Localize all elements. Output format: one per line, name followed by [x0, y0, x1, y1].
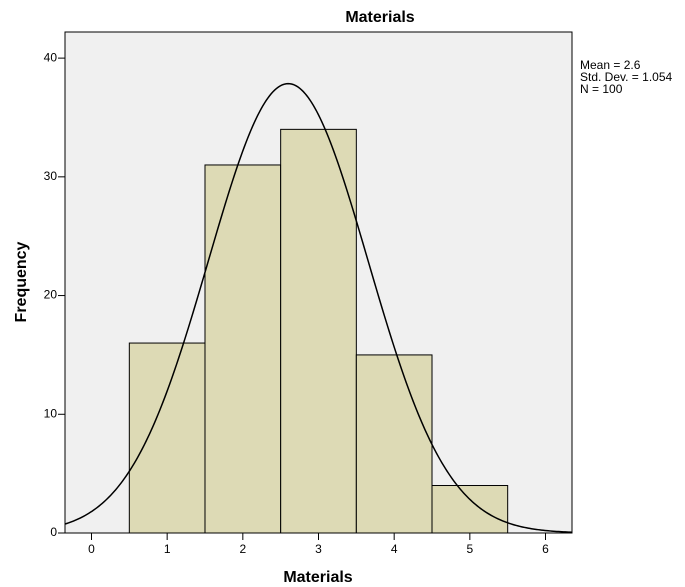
- x-tick-label: 2: [239, 542, 246, 556]
- x-tick-label: 5: [466, 542, 473, 556]
- bar: [355, 354, 433, 534]
- normal-curve: [65, 82, 572, 533]
- stat-label: Mean = 2.6: [580, 58, 641, 72]
- y-tick-label: 40: [44, 50, 58, 64]
- x-tick-label: 0: [88, 542, 95, 556]
- y-axis-label: Frequency: [13, 241, 30, 322]
- x-axis-label: Materials: [283, 569, 352, 586]
- y-tick-label: 20: [44, 288, 58, 302]
- chart-title: Materials: [345, 9, 414, 26]
- x-tick-label: 6: [542, 542, 549, 556]
- bar: [204, 164, 282, 534]
- bar: [128, 342, 206, 534]
- bar: [431, 485, 509, 534]
- bar: [280, 128, 357, 534]
- x-tick-label: 1: [164, 542, 171, 556]
- x-tick-label: 3: [315, 542, 322, 556]
- y-tick-label: 30: [44, 169, 58, 183]
- y-tick-label: 0: [50, 525, 57, 539]
- x-tick-label: 4: [391, 542, 398, 556]
- stat-label: N = 100: [580, 82, 623, 96]
- y-tick-label: 10: [44, 406, 58, 420]
- stat-label: Std. Dev. = 1.054: [580, 70, 672, 84]
